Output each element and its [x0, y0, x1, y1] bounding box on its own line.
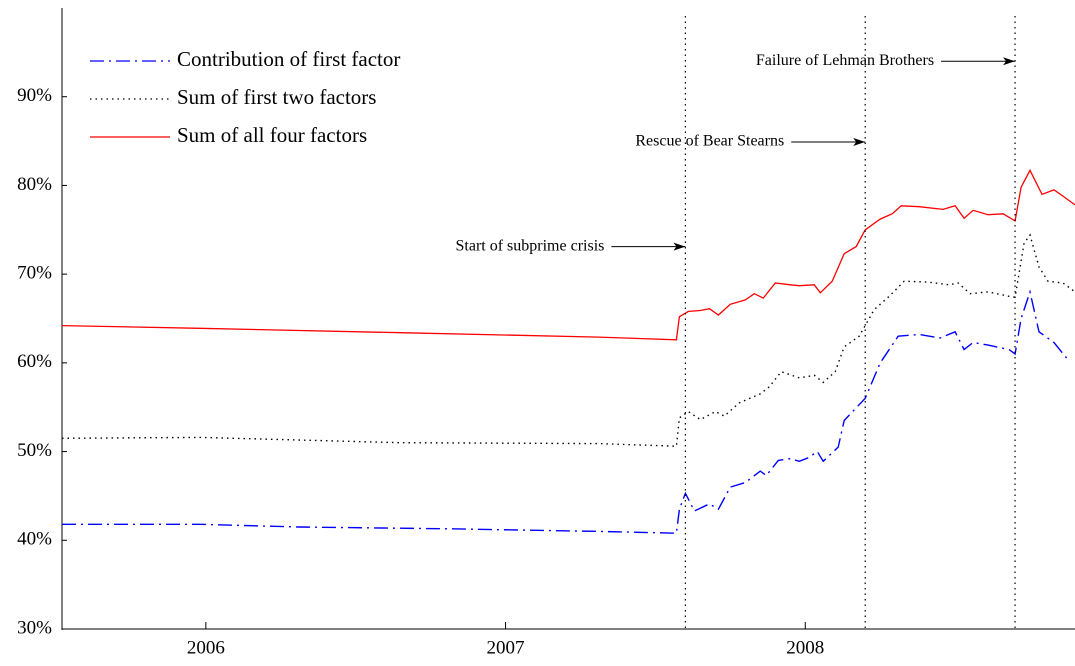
y-tick-label: 80% — [17, 174, 52, 195]
legend-label: Contribution of first factor — [177, 47, 400, 71]
series-line — [61, 233, 1075, 447]
x-tick-label: 2006 — [187, 637, 225, 658]
y-tick-label: 70% — [17, 263, 52, 284]
y-tick-label: 90% — [17, 85, 52, 106]
y-tick-label: 60% — [17, 351, 52, 372]
annotation-text: Failure of Lehman Brothers — [756, 52, 934, 69]
x-tick-label: 2008 — [786, 637, 824, 658]
y-tick-label: 30% — [17, 617, 52, 638]
annotation-text: Rescue of Bear Stearns — [635, 133, 784, 150]
y-tick-label: 50% — [17, 440, 52, 461]
series-line — [61, 168, 1075, 341]
series-line — [62, 289, 1070, 534]
y-tick-label: 40% — [17, 529, 52, 550]
annotation-text: Start of subprime crisis — [456, 237, 605, 254]
legend-label: Sum of first two factors — [177, 85, 376, 109]
x-tick-label: 2007 — [487, 637, 525, 658]
legend-label: Sum of all four factors — [177, 123, 367, 147]
